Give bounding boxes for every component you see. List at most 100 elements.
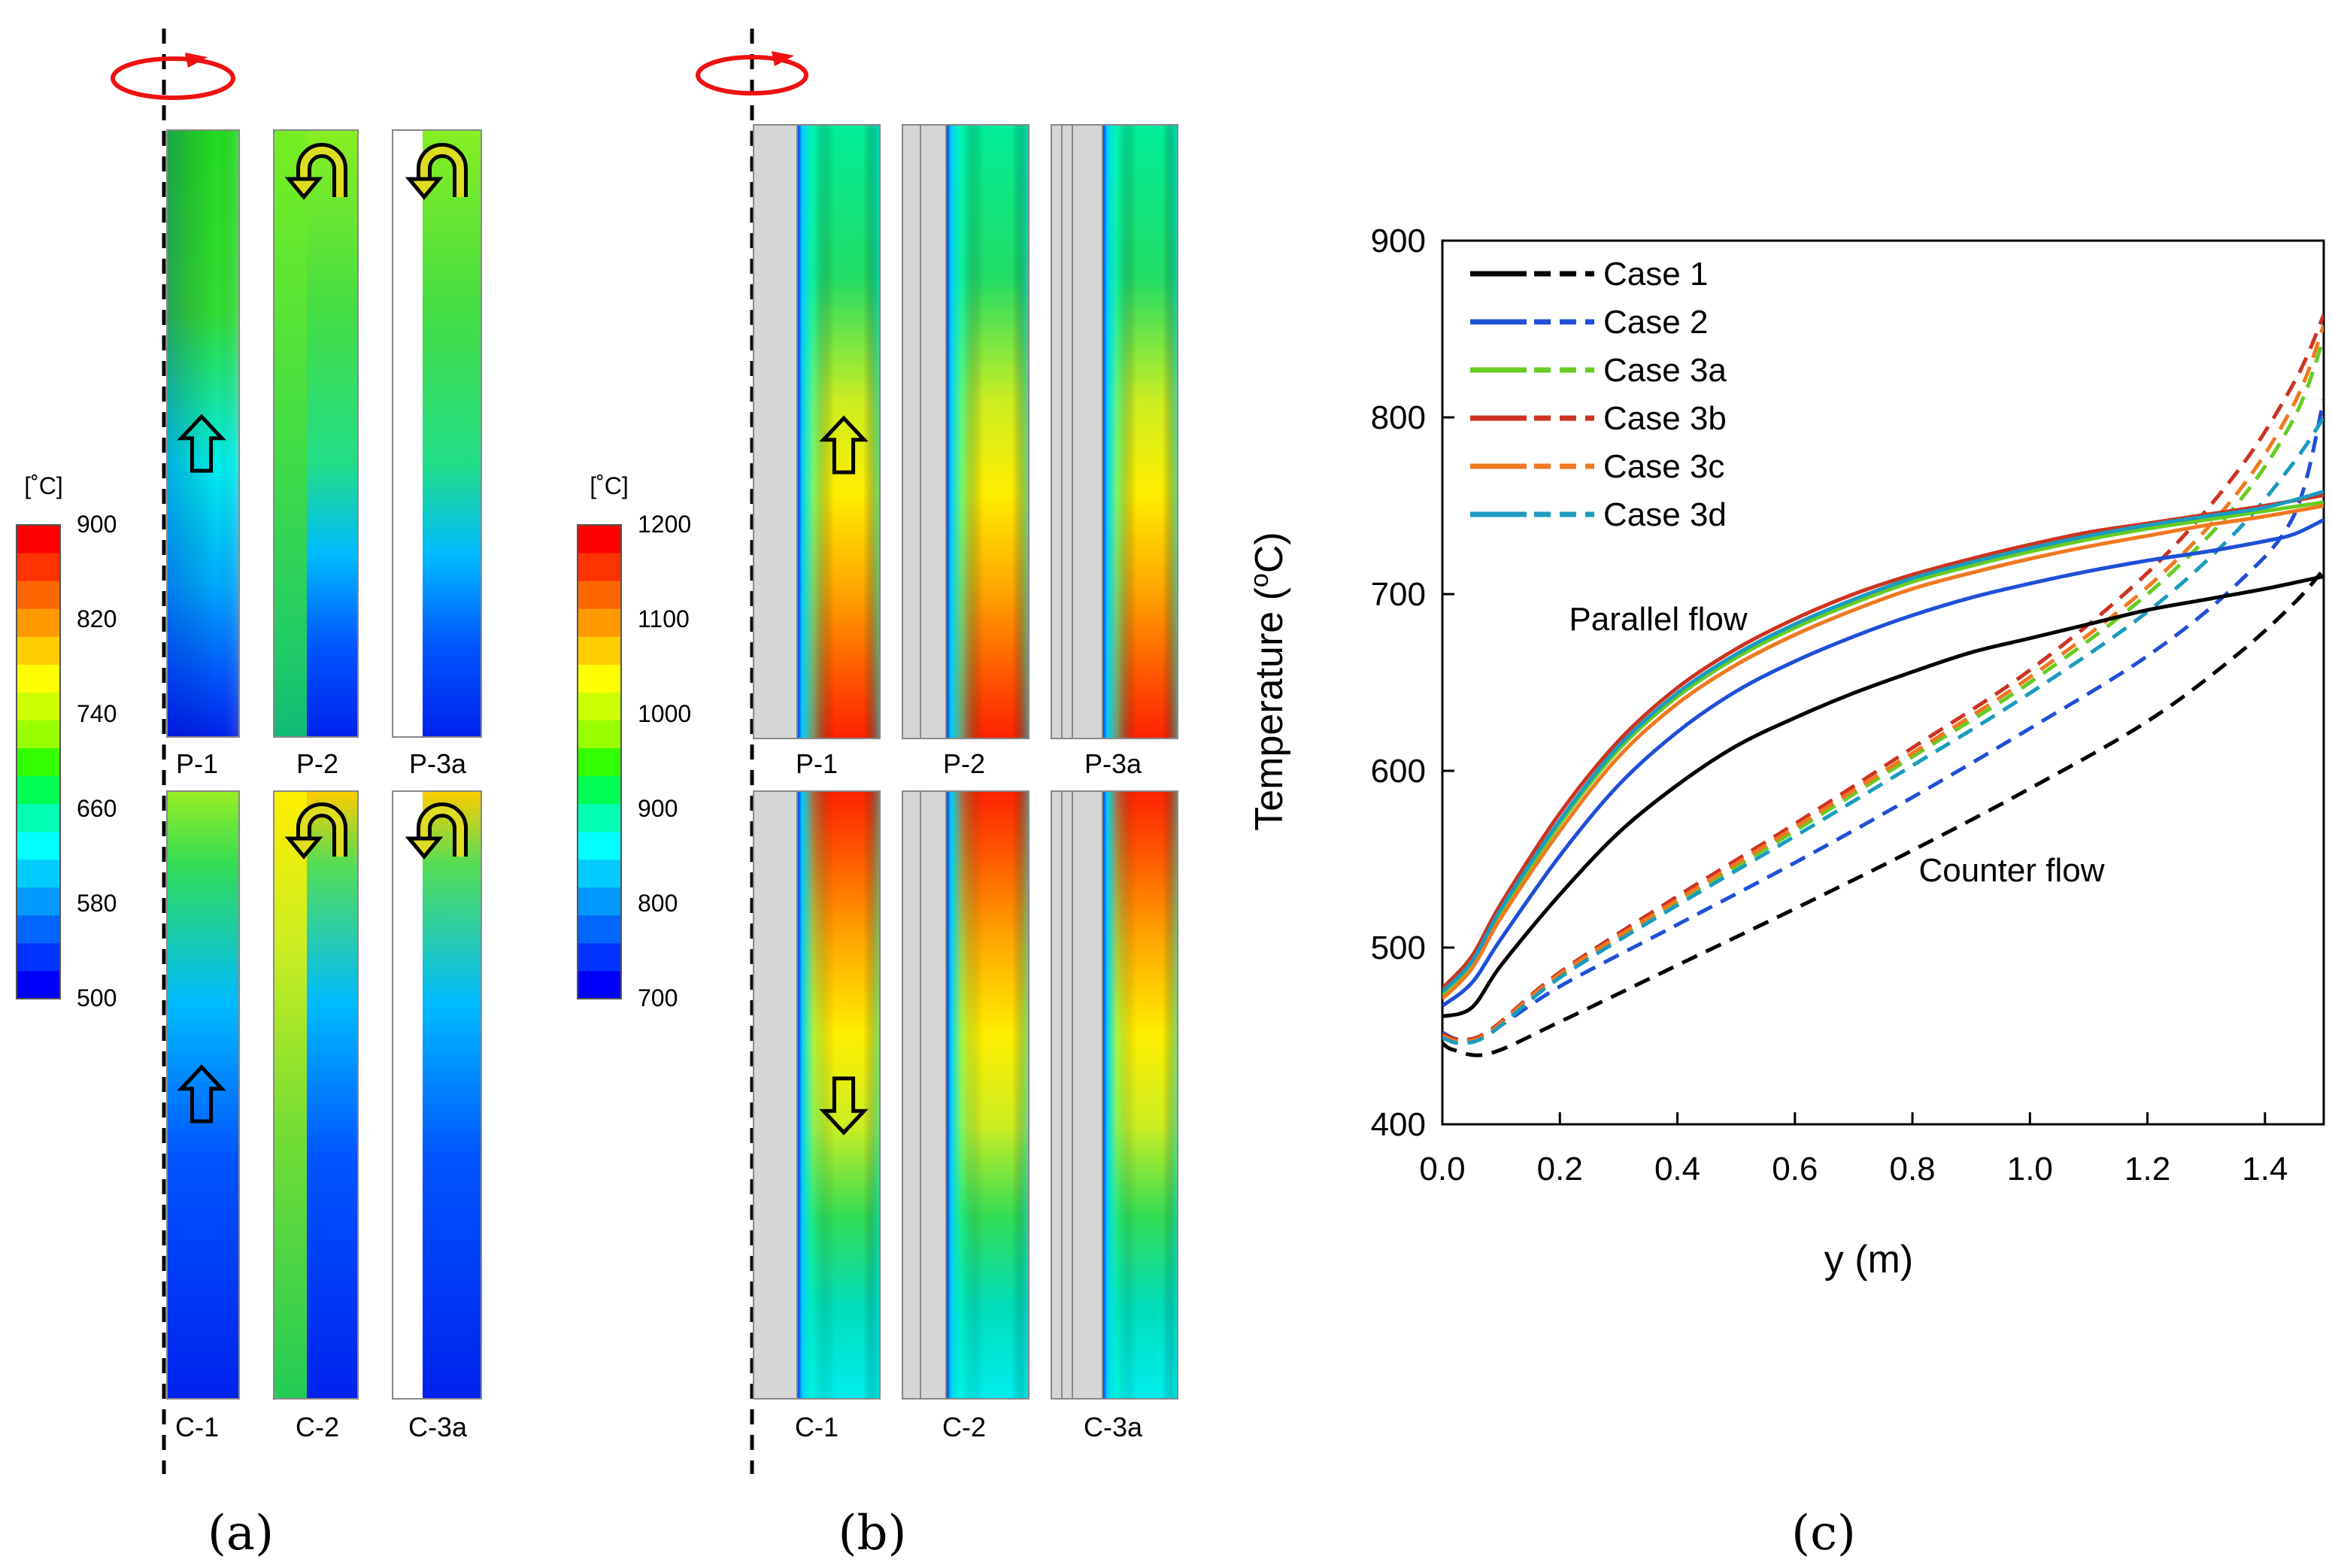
panel-tag-b: (b) bbox=[838, 1506, 907, 1561]
colorbar-a bbox=[16, 524, 61, 999]
series-line-case-2-parallel bbox=[1442, 518, 2324, 1008]
colorbar-b-tick: 800 bbox=[638, 890, 678, 917]
case-labels-a: P-1 P-2 P-3a C-1 C-2 C-3a bbox=[175, 748, 468, 1442]
series-line-case-2-counter bbox=[1442, 399, 2324, 1042]
legend: Case 1 Case 2 Case 3a Case 3b Case 3c Case 3d bbox=[1470, 256, 1727, 533]
colorbar-b-band bbox=[578, 553, 621, 581]
colorbar-a-band bbox=[17, 692, 60, 720]
panel-a-temperature-contours: [˚C] 900 820 740 660 580 500 P-1 P-2 P-3… bbox=[16, 29, 482, 1561]
uturn-arrow-icon bbox=[284, 143, 347, 200]
case-label-b-top: P-2 bbox=[943, 748, 985, 779]
colorbar-b-band bbox=[578, 775, 621, 805]
y-tick-label: 600 bbox=[1371, 753, 1426, 790]
colorbar-b-band bbox=[578, 581, 621, 609]
colorbar-a-band bbox=[17, 748, 60, 777]
x-tick-label: 0.6 bbox=[1772, 1151, 1818, 1187]
colorbar-a-band bbox=[17, 803, 60, 833]
case-label-a-top: P-1 bbox=[176, 748, 218, 779]
contour-a-p2-frame bbox=[273, 129, 359, 738]
colorbar-a-band bbox=[17, 636, 60, 665]
colorbar-b-band bbox=[578, 803, 621, 833]
series-line-case-1-counter bbox=[1442, 568, 2324, 1057]
colorbar-a-tick: 740 bbox=[77, 700, 117, 727]
flow-arrow-up-icon bbox=[177, 414, 226, 473]
case-label-a-top: P-3a bbox=[409, 748, 467, 779]
colorbar-b-band bbox=[578, 692, 621, 720]
flow-arrow-up-icon bbox=[177, 1064, 226, 1124]
colorbar-ticks-b: 1200 1100 1000 900 800 700 bbox=[638, 511, 691, 1011]
colorbar-b-band bbox=[578, 914, 621, 944]
rotation-icon-a bbox=[111, 53, 235, 100]
panel-tag-a: (a) bbox=[208, 1506, 274, 1561]
colorbar-a-tick: 660 bbox=[77, 795, 117, 822]
case-label-a-bottom: C-1 bbox=[175, 1412, 219, 1442]
legend-label-case-3c: Case 3c bbox=[1603, 448, 1724, 485]
legend-label-case-2: Case 2 bbox=[1603, 304, 1708, 341]
contour-b-c1-frame bbox=[753, 790, 881, 1400]
contour-b-p1-frame bbox=[753, 124, 881, 739]
case-label-a-bottom: C-3a bbox=[408, 1412, 468, 1442]
series-lines bbox=[1442, 314, 2324, 1057]
colorbar-a-band bbox=[17, 664, 60, 693]
colorbar-unit-a: [˚C] bbox=[24, 472, 63, 499]
colorbar-b-band bbox=[578, 525, 621, 554]
colorbar-b-frame bbox=[577, 524, 622, 999]
series-line-case-3b-counter bbox=[1442, 314, 2324, 1042]
contour-b-c2 bbox=[902, 790, 1030, 1400]
colorbar-b bbox=[577, 524, 622, 999]
contour-b-c2-frame bbox=[902, 790, 1030, 1400]
colorbar-a-band bbox=[17, 831, 60, 860]
annotation-parallel-flow: Parallel flow bbox=[1569, 601, 1747, 638]
contour-a-p2 bbox=[273, 129, 359, 738]
case-label-b-bottom: C-3a bbox=[1084, 1412, 1143, 1442]
colorbar-a-band bbox=[17, 859, 60, 888]
x-tick-label: 0.0 bbox=[1419, 1151, 1465, 1187]
colorbar-b-band bbox=[578, 720, 621, 748]
panel-tag-c: (c) bbox=[1791, 1506, 1856, 1561]
chart-ylabel-start: Temperature ( bbox=[1248, 587, 1291, 830]
x-tick-label: 1.0 bbox=[2007, 1151, 2053, 1187]
y-tick-label: 800 bbox=[1371, 399, 1426, 436]
case-label-b-top: P-3a bbox=[1084, 748, 1142, 779]
colorbar-b-band bbox=[578, 970, 621, 999]
case-label-b-top: P-1 bbox=[796, 748, 838, 779]
contour-a-p1-frame bbox=[166, 129, 240, 738]
colorbar-b-tick: 900 bbox=[638, 795, 678, 822]
case-label-b-bottom: C-2 bbox=[942, 1412, 986, 1442]
contour-a-p3a-frame bbox=[392, 129, 482, 738]
colorbar-unit-b: [˚C] bbox=[590, 472, 629, 499]
series-line-case-3c-parallel bbox=[1442, 504, 2324, 1000]
colorbar-ticks-a: 900 820 740 660 580 500 bbox=[77, 511, 117, 1011]
colorbar-a-band bbox=[17, 720, 60, 748]
colorbar-b-band bbox=[578, 608, 621, 637]
colorbar-b-band bbox=[578, 942, 621, 972]
contour-a-p3a bbox=[392, 129, 482, 738]
plot-frame bbox=[1441, 239, 2325, 1126]
x-tick-label: 0.4 bbox=[1654, 1151, 1700, 1187]
legend-label-case-3a: Case 3a bbox=[1603, 352, 1727, 389]
colorbar-a-tick: 820 bbox=[77, 605, 117, 632]
annotation-counter-flow: Counter flow bbox=[1918, 852, 2104, 889]
series-line-case-1-parallel bbox=[1442, 575, 2324, 1019]
x-tick-label: 0.2 bbox=[1537, 1151, 1583, 1187]
x-tick-label: 1.2 bbox=[2124, 1151, 2170, 1187]
contour-b-c3a-frame bbox=[1051, 790, 1178, 1400]
colorbar-a-band bbox=[17, 553, 60, 581]
y-tick-label: 400 bbox=[1371, 1106, 1426, 1143]
colorbar-a-frame bbox=[16, 524, 61, 999]
series-line-case-3d-counter bbox=[1442, 416, 2324, 1045]
contour-a-c3a bbox=[392, 790, 482, 1400]
colorbar-a-tick: 580 bbox=[77, 890, 117, 917]
colorbar-b-tick: 700 bbox=[638, 984, 678, 1011]
contour-b-p1 bbox=[753, 124, 881, 739]
series-line-case-3a-counter bbox=[1442, 337, 2324, 1044]
colorbar-a-tick: 900 bbox=[77, 511, 117, 538]
contour-b-c1 bbox=[753, 790, 881, 1400]
colorbar-a-band bbox=[17, 914, 60, 944]
contour-b-p2 bbox=[902, 124, 1030, 739]
y-tick-label: 700 bbox=[1371, 576, 1426, 613]
colorbar-a-tick: 500 bbox=[77, 984, 117, 1011]
legend-label-case-3b: Case 3b bbox=[1603, 400, 1727, 437]
case-label-a-bottom: C-2 bbox=[296, 1412, 339, 1442]
case-labels-b: P-1 P-2 P-3a C-1 C-2 C-3a bbox=[795, 748, 1143, 1442]
